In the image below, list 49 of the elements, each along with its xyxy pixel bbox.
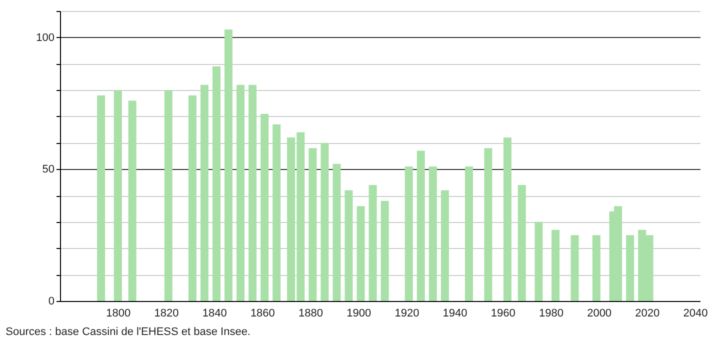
bar	[503, 138, 512, 301]
x-tick-label: 1860	[250, 308, 275, 320]
bar	[440, 190, 449, 301]
bar	[464, 166, 473, 301]
x-tick-label: 1920	[394, 308, 420, 320]
x-tick-label: 1980	[538, 308, 564, 320]
bar	[200, 84, 208, 301]
x-tick-label: 2000	[587, 308, 612, 320]
x-tick-label: 1840	[202, 308, 227, 320]
bar	[484, 148, 492, 301]
bar	[188, 95, 196, 301]
bar	[570, 235, 579, 301]
x-tick-label: 1880	[298, 308, 324, 320]
bar	[260, 114, 269, 301]
bar	[236, 84, 245, 301]
bar	[552, 230, 560, 301]
bar	[164, 90, 172, 301]
x-tick-label: 1960	[490, 308, 516, 320]
bar	[224, 29, 233, 301]
x-tick-label: 2020	[635, 308, 660, 320]
bar	[404, 166, 413, 301]
bar	[592, 235, 600, 301]
bar	[97, 95, 106, 301]
x-tick-label: 1940	[442, 308, 468, 320]
y-tick-label: 0	[48, 296, 54, 308]
bar	[518, 185, 526, 301]
y-tick-label: 100	[36, 32, 54, 44]
bar	[320, 142, 329, 301]
source-note: Sources : base Cassini de l'EHESS et base Insee.	[6, 326, 250, 338]
y-tick-label: 50	[42, 164, 54, 176]
x-tick-label: 1820	[154, 308, 179, 320]
bar	[380, 200, 389, 301]
bar	[212, 66, 220, 301]
bar	[428, 166, 437, 301]
x-tick-label: 2040	[683, 308, 708, 320]
bar	[114, 90, 122, 301]
bar	[416, 150, 425, 301]
bar	[128, 100, 136, 301]
x-tick-label: 1900	[346, 308, 372, 320]
x-tick-label: 1800	[106, 308, 131, 320]
bar	[332, 164, 341, 301]
bar	[272, 124, 281, 301]
bar	[308, 148, 317, 301]
bar	[356, 206, 365, 301]
bar	[368, 185, 377, 301]
bar	[626, 235, 634, 301]
bar	[344, 190, 353, 301]
bar	[534, 222, 543, 301]
bar	[248, 84, 257, 301]
